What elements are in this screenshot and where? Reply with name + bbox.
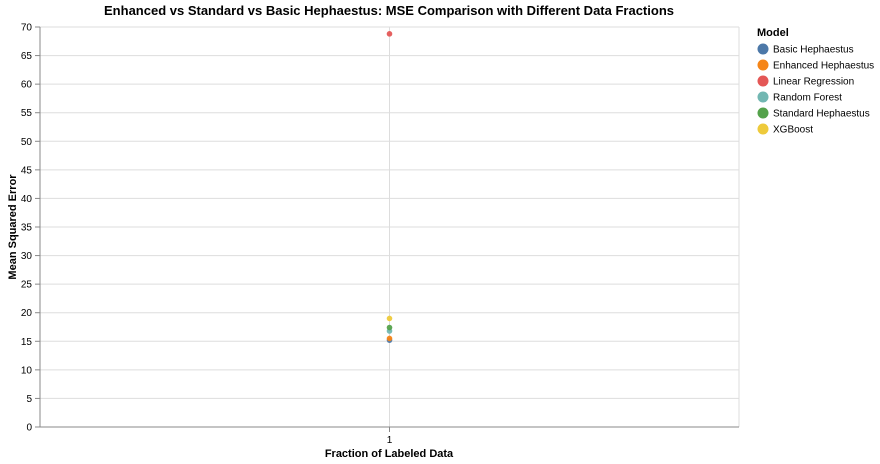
y-tick-label: 20 <box>21 308 33 319</box>
legend-item: Standard Hephaestus <box>757 107 870 120</box>
y-tick-label: 60 <box>21 80 33 91</box>
grid <box>40 26 740 427</box>
y-tick-label: 15 <box>21 337 33 348</box>
y-tick-label: 40 <box>21 194 33 205</box>
data-point <box>386 315 393 322</box>
y-tick-label: 45 <box>21 165 33 176</box>
legend-label: Enhanced Hephaestus <box>773 61 874 72</box>
y-tick-label: 0 <box>26 423 32 434</box>
y-tick-label: 65 <box>21 51 33 62</box>
legend-item: Random Forest <box>757 91 842 104</box>
legend-label: Basic Hephaestus <box>773 45 854 56</box>
legend-items: Basic Hephaestus Enhanced Hephaestus Linea… <box>757 43 874 136</box>
axes: 0 5 10 15 20 25 30 35 40 45 50 55 60 65 70 1 <box>21 23 739 446</box>
legend-symbol <box>757 91 769 103</box>
y-tick-label: 55 <box>21 108 33 119</box>
y-tick-label: 10 <box>21 365 33 376</box>
y-tick-label: 35 <box>21 223 33 234</box>
legend-item: Enhanced Hephaestus <box>757 59 874 72</box>
legend-symbol <box>757 107 769 119</box>
data-point <box>386 335 393 342</box>
legend-symbol <box>757 43 769 55</box>
data-points <box>386 31 393 343</box>
legend-label: XGBoost <box>773 125 813 136</box>
data-point <box>386 31 393 37</box>
legend-label: Standard Hephaestus <box>773 109 870 120</box>
chart-title: Enhanced vs Standard vs Basic Hephaestus… <box>104 3 674 18</box>
x-axis-title: Fraction of Labeled Data <box>325 448 454 460</box>
legend-label: Linear Regression <box>773 77 854 88</box>
y-axis-title: Mean Squared Error <box>7 174 19 280</box>
y-tick-label: 50 <box>21 137 33 148</box>
legend-label: Random Forest <box>773 93 842 104</box>
x-tick-label: 1 <box>387 435 393 446</box>
legend-symbol <box>757 59 769 71</box>
legend-symbol <box>757 123 769 135</box>
legend-item: Linear Regression <box>757 75 854 88</box>
data-point <box>386 324 393 331</box>
y-tick-label: 30 <box>21 251 33 262</box>
y-tick-label: 25 <box>21 280 33 291</box>
legend-item: Basic Hephaestus <box>757 43 854 56</box>
legend: Model Basic Hephaestus Enhanced Hephaestu… <box>757 27 874 136</box>
legend-symbol <box>757 75 769 87</box>
y-tick-label: 70 <box>21 23 33 34</box>
legend-title: Model <box>757 27 789 39</box>
y-tick-label: 5 <box>26 394 32 405</box>
legend-item: XGBoost <box>757 123 813 136</box>
